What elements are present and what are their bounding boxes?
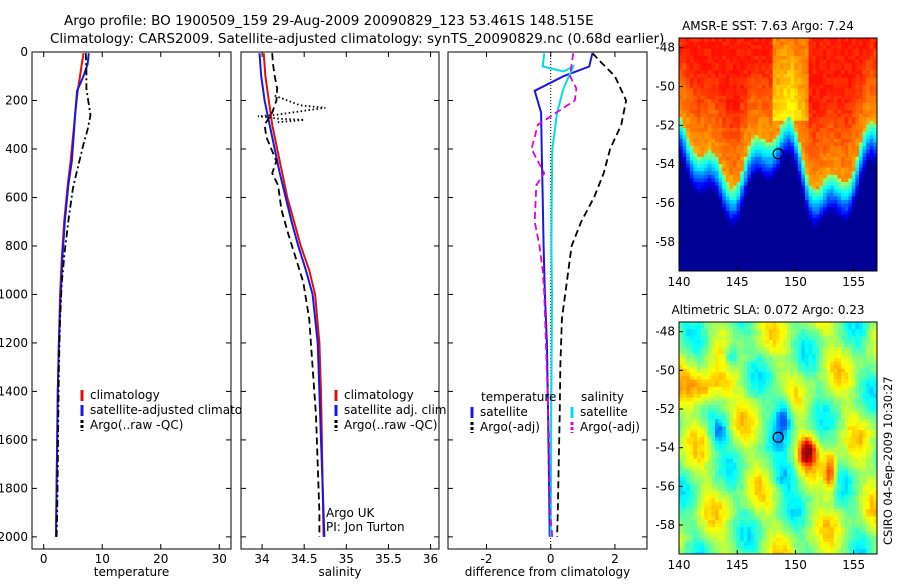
legend-label: climatology — [344, 388, 414, 402]
y-tick-label: 2000 — [0, 530, 28, 544]
x-tick-label: 34.5 — [291, 552, 318, 566]
sla-map-panel: Altimetric SLA: 0.072 Argo: 0.23 140 145 15… — [655, 303, 877, 572]
legend-group-title: temperature — [481, 390, 556, 404]
lon-tick-label: 145 — [726, 558, 749, 572]
y-tick-label: 200 — [5, 93, 28, 107]
legend-label: Argo(..raw -QC) — [90, 418, 183, 432]
lat-tick-label: -52 — [655, 402, 675, 416]
difference-axes-frame — [448, 52, 647, 549]
legend-label: satellite adj. clim. — [344, 403, 450, 417]
y-tick-label: 1800 — [0, 481, 28, 495]
lon-tick-label: 150 — [784, 558, 807, 572]
lat-tick-label: -50 — [655, 80, 675, 94]
lat-tick-label: -54 — [655, 441, 675, 455]
x-tick-label: 10 — [95, 552, 110, 566]
legend-group-title: salinity — [581, 390, 624, 404]
temperature-x-axis-label: temperature — [94, 565, 169, 579]
salinity-panel: 34 34.5 35 35.5 36 salinity climatologysatelli… — [241, 52, 450, 579]
y-tick-label: 1200 — [0, 336, 28, 350]
lat-tick-label: -56 — [655, 479, 675, 493]
temperature-panel: 0 10 20 30 0 200 400 600 800 1000 1200 1400 1600 1800… — [0, 45, 268, 579]
lon-tick-label: 155 — [842, 558, 865, 572]
x-tick-label: 34 — [254, 552, 269, 566]
x-tick-label: 35 — [339, 552, 354, 566]
header-line-2: Climatology: CARS2009. Satellite-adjuste… — [50, 31, 664, 47]
lat-tick-label: -54 — [655, 157, 675, 171]
legend-label: Argo(-adj) — [480, 420, 540, 434]
x-tick-label: 0 — [547, 552, 555, 566]
y-tick-label: 600 — [5, 190, 28, 204]
lat-tick-label: -48 — [655, 325, 675, 339]
difference-x-axis-label: difference from climatology — [465, 565, 631, 579]
lon-tick-label: 140 — [668, 558, 691, 572]
y-tick-label: 1600 — [0, 433, 28, 447]
author-annotation: PI: Jon Turton — [326, 520, 405, 534]
x-tick-label: 20 — [153, 552, 168, 566]
legend-label: satellite — [580, 405, 628, 419]
sst-map-title: AMSR-E SST: 7.63 Argo: 7.24 — [682, 19, 854, 33]
y-tick-label: 1400 — [0, 384, 28, 398]
header-line-1: Argo profile: BO 1900509_159 29-Aug-2009… — [64, 13, 594, 29]
x-tick-label: 0 — [40, 552, 48, 566]
lat-tick-label: -50 — [655, 363, 675, 377]
legend-label: climatology — [90, 388, 160, 402]
lon-tick-label: 145 — [726, 275, 749, 289]
sla-map-color-grid — [679, 322, 877, 554]
y-tick-label: 400 — [5, 142, 28, 156]
credit-label: CSIRO 04-Sep-2009 10:30:27 — [881, 376, 895, 545]
lat-tick-label: -58 — [655, 235, 675, 249]
lon-tick-label: 140 — [668, 275, 691, 289]
x-tick-label: 2 — [611, 552, 619, 566]
lon-tick-label: 150 — [784, 275, 807, 289]
x-tick-label: 36 — [423, 552, 438, 566]
x-tick-label: -2 — [481, 552, 493, 566]
legend-label: Argo(..raw -QC) — [344, 418, 437, 432]
lat-tick-label: -56 — [655, 196, 675, 210]
y-tick-label: 1000 — [0, 287, 28, 301]
lat-tick-label: -58 — [655, 518, 675, 532]
x-tick-label: 35.5 — [375, 552, 402, 566]
author-annotation: Argo UK — [326, 506, 375, 520]
sst-map-panel: AMSR-E SST: 7.63 Argo: 7.24 140 145 150 155 -… — [655, 19, 877, 289]
lat-tick-label: -52 — [655, 118, 675, 132]
x-tick-label: 30 — [212, 552, 227, 566]
legend-label: Argo(-adj) — [580, 420, 640, 434]
salinity-x-axis-label: salinity — [318, 565, 361, 579]
y-tick-label: 800 — [5, 239, 28, 253]
lon-tick-label: 155 — [842, 275, 865, 289]
lat-tick-label: -48 — [655, 41, 675, 55]
y-tick-label: 0 — [20, 45, 28, 59]
sst-map-color-grid — [679, 38, 877, 271]
sla-map-title: Altimetric SLA: 0.072 Argo: 0.23 — [671, 303, 864, 317]
legend-label: satellite — [480, 405, 528, 419]
